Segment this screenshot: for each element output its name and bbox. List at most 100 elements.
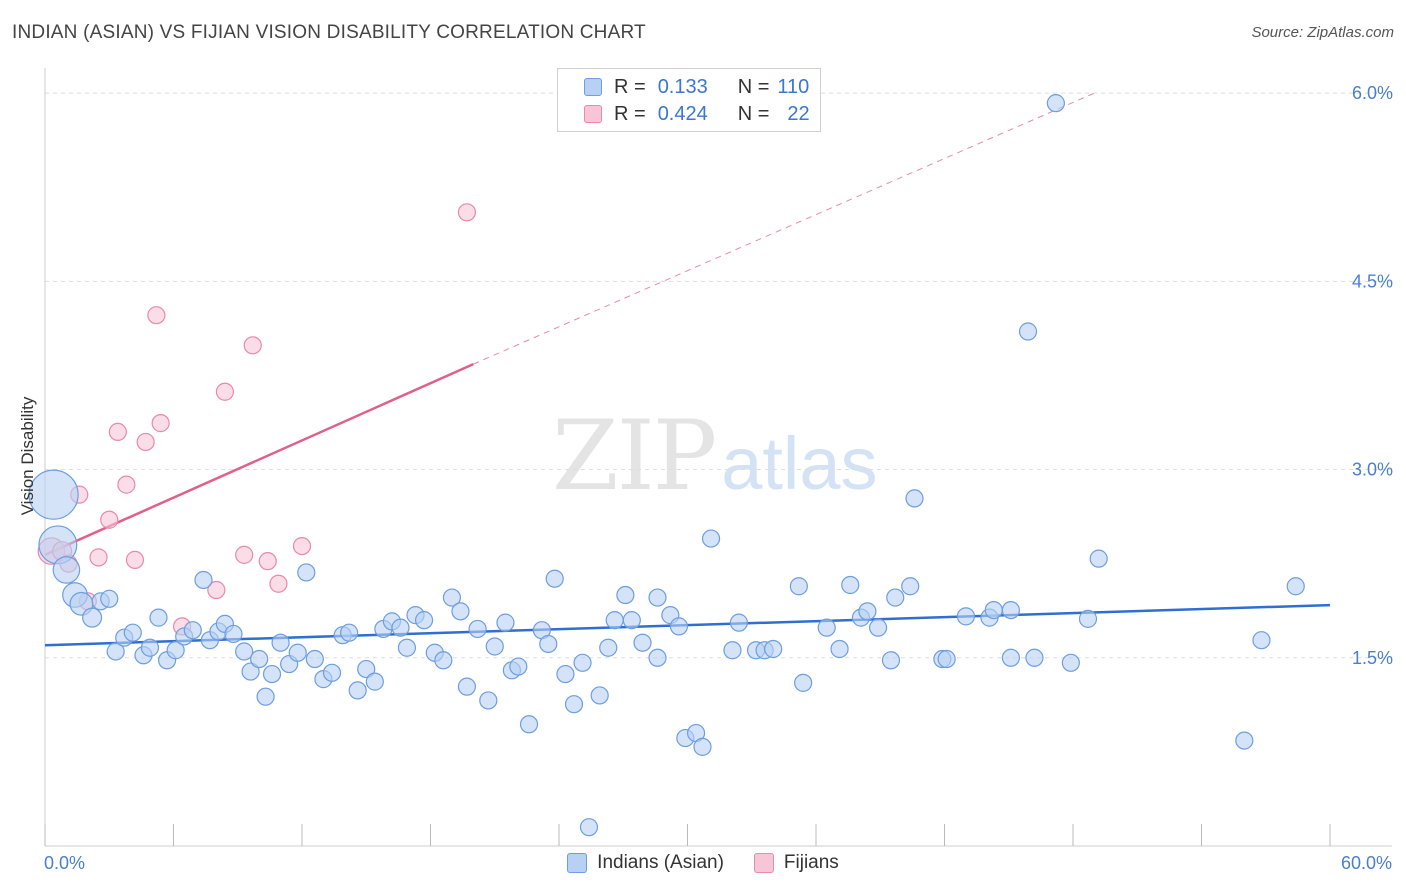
indian-point bbox=[1078, 609, 1098, 628]
indian-point bbox=[729, 613, 749, 632]
chart-title: INDIAN (ASIAN) VS FIJIAN VISION DISABILI… bbox=[12, 22, 646, 43]
x-tick-label: 0.0% bbox=[44, 853, 85, 873]
indian-point bbox=[468, 619, 487, 639]
indian-point bbox=[605, 611, 624, 630]
indian-point bbox=[1001, 648, 1020, 667]
legend-r-label: R = bbox=[614, 102, 646, 125]
indian-point bbox=[1018, 322, 1038, 341]
indian-point bbox=[817, 618, 836, 637]
indian-point bbox=[451, 602, 470, 621]
fijian-point bbox=[457, 203, 477, 222]
indian-point bbox=[256, 687, 275, 706]
indian-point bbox=[183, 621, 202, 640]
indian-point bbox=[322, 663, 342, 682]
indian-point bbox=[194, 570, 213, 590]
indian-point bbox=[881, 651, 901, 670]
indian-point bbox=[858, 602, 877, 621]
indian-point bbox=[365, 672, 384, 691]
y-tick-label: 3.0% bbox=[1352, 460, 1393, 480]
legend-row-indians: R = 0.133 N = 110 bbox=[584, 75, 809, 99]
indian-point bbox=[789, 577, 808, 596]
legend-row-fijians: R = 0.424 N = 22 bbox=[584, 102, 810, 126]
indian-point bbox=[271, 633, 290, 652]
fijian-point bbox=[269, 574, 288, 593]
indian-point bbox=[297, 563, 316, 582]
indian-point bbox=[616, 585, 635, 605]
series-legend: Indians (Asian) Fijians bbox=[0, 852, 1406, 874]
indian-point bbox=[250, 649, 269, 669]
indian-point bbox=[288, 643, 307, 662]
indian-point bbox=[414, 611, 434, 630]
indian-point bbox=[82, 607, 103, 628]
indian-point bbox=[140, 638, 160, 657]
y-axis-label: Vision Disability bbox=[18, 396, 37, 516]
indian-point bbox=[1001, 600, 1020, 620]
legend-n-label: N = bbox=[737, 102, 770, 125]
indian-point bbox=[622, 611, 641, 630]
indian-point bbox=[573, 653, 592, 672]
watermark: ZIPatlas bbox=[552, 400, 878, 512]
fijian-point bbox=[258, 552, 277, 571]
indian-point bbox=[52, 556, 81, 584]
indian-point bbox=[496, 613, 515, 632]
fijian-point bbox=[243, 336, 262, 355]
indian-point bbox=[519, 715, 539, 734]
indian-point bbox=[149, 608, 168, 627]
series-label-indians: Indians (Asian) bbox=[597, 852, 724, 873]
legend-n-value: 110 bbox=[777, 75, 810, 98]
indian-point bbox=[28, 469, 79, 520]
series-legend-indians: Indians (Asian) bbox=[567, 852, 724, 874]
indian-point bbox=[579, 818, 599, 837]
indian-point bbox=[100, 589, 119, 608]
indian-point bbox=[348, 681, 367, 700]
legend-r-label: R = bbox=[614, 75, 646, 98]
indian-point bbox=[434, 651, 453, 670]
fijian-point bbox=[207, 580, 226, 600]
series-swatch-fijians bbox=[753, 853, 774, 873]
indian-point bbox=[1046, 94, 1065, 113]
indian-point bbox=[599, 638, 618, 657]
indian-point bbox=[648, 588, 667, 607]
fijian-point bbox=[117, 475, 136, 494]
indian-point bbox=[224, 624, 243, 644]
axes bbox=[44, 68, 1392, 847]
indian-point bbox=[1286, 577, 1305, 596]
indian-point bbox=[457, 677, 477, 696]
indian-point bbox=[590, 686, 609, 705]
trend-lines bbox=[44, 92, 1331, 647]
legend-swatch-fijians bbox=[584, 105, 602, 123]
indian-point bbox=[693, 737, 712, 756]
fijian-point bbox=[89, 548, 108, 567]
indian-point bbox=[106, 642, 125, 661]
indian-point bbox=[241, 662, 260, 681]
indian-point bbox=[1061, 653, 1080, 672]
legend-swatch-indians bbox=[584, 78, 602, 96]
indian-point bbox=[869, 618, 888, 637]
indian-point bbox=[564, 695, 584, 714]
indian-point bbox=[262, 664, 282, 684]
indian-point bbox=[901, 577, 920, 596]
fijian-point bbox=[292, 536, 312, 556]
data-points bbox=[28, 94, 1305, 837]
fijian-point bbox=[108, 422, 127, 442]
indian-point bbox=[357, 659, 376, 679]
indian-point bbox=[794, 673, 813, 692]
legend-n-label: N = bbox=[737, 75, 770, 98]
fijian-point bbox=[100, 510, 119, 529]
indian-point bbox=[937, 649, 956, 669]
watermark-atlas: atlas bbox=[721, 422, 878, 505]
legend-r-value: 0.133 bbox=[657, 75, 708, 98]
grid-lines bbox=[45, 92, 1392, 659]
series-label-fijians: Fijians bbox=[783, 852, 839, 873]
indian-point bbox=[669, 617, 689, 636]
series-legend-fijians: Fijians bbox=[753, 852, 839, 874]
indian-point bbox=[479, 691, 498, 710]
source-credit: Source: ZipAtlas.com bbox=[1251, 24, 1394, 41]
indian-point bbox=[764, 639, 783, 659]
indian-point bbox=[984, 600, 1003, 620]
indian-point bbox=[340, 623, 359, 642]
fijian-point bbox=[147, 306, 166, 325]
indian-point bbox=[723, 641, 742, 660]
correlation-legend: R = 0.133 N = 110 R = 0.424 N = 22 bbox=[557, 68, 821, 132]
